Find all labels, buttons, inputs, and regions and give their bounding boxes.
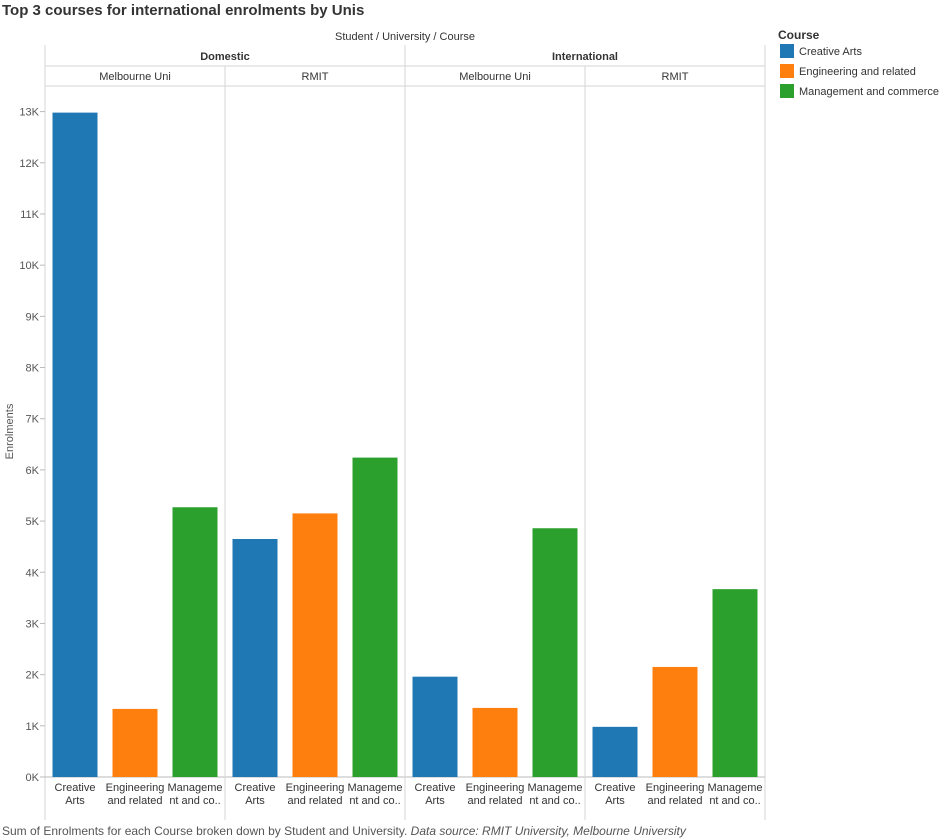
- y-tick-label: 9K: [26, 311, 40, 323]
- bar-international-melbourne-uni-1: [472, 707, 518, 777]
- y-tick-label: 11K: [20, 209, 39, 221]
- chart-canvas: Student / University / Course 0K 1K 2K 3K 4K 5…: [4, 28, 939, 820]
- y-tick-label: 2K: [26, 670, 40, 682]
- bar-domestic-rmit-0: [232, 538, 278, 777]
- student-header-domestic: Domestic: [200, 51, 250, 63]
- y-tick-label: 4K: [26, 567, 40, 579]
- bar-international-rmit-2: [712, 589, 758, 777]
- student-header-international: International: [552, 51, 618, 63]
- x-tick-label: Arts: [65, 795, 85, 807]
- y-tick-label: 6K: [26, 465, 40, 477]
- university-header: Melbourne Uni: [99, 71, 171, 83]
- x-tick-label: and related: [287, 795, 342, 807]
- bar-domestic-melbourne-uni-1: [112, 708, 158, 777]
- x-tick-label: Manageme: [347, 782, 402, 794]
- university-header: RMIT: [302, 71, 329, 83]
- x-tick-label: Manageme: [167, 782, 222, 794]
- x-tick-label: Engineering: [106, 782, 165, 794]
- y-tick-label: 7K: [26, 414, 40, 426]
- x-tick-label: Creative: [595, 782, 636, 794]
- x-tick-label: nt and co..: [349, 795, 400, 807]
- x-tick-label: Arts: [425, 795, 445, 807]
- x-tick-label: Arts: [605, 795, 625, 807]
- university-header: Melbourne Uni: [459, 71, 531, 83]
- chart-caption: Sum of Enrolments for each Course broken…: [2, 824, 686, 838]
- x-tick-label: and related: [647, 795, 702, 807]
- legend-title: Course: [778, 28, 820, 42]
- chart-title: Top 3 courses for international enrolmen…: [2, 2, 365, 19]
- x-tick-label: and related: [107, 795, 162, 807]
- caption-source: Data source: RMIT University, Melbourne …: [410, 824, 686, 838]
- x-tick-label: Creative: [415, 782, 456, 794]
- x-tick-label: Engineering: [646, 782, 705, 794]
- legend-swatch-2: [780, 84, 794, 98]
- x-tick-label: Manageme: [527, 782, 582, 794]
- bar-domestic-melbourne-uni-0: [52, 112, 98, 778]
- y-tick-label: 5K: [26, 516, 40, 528]
- y-tick-label: 0K: [26, 772, 40, 784]
- y-tick-label: 1K: [26, 721, 40, 733]
- legend-swatch-0: [780, 44, 794, 58]
- legend-item-label: Engineering and related: [799, 66, 916, 78]
- column-header: Student / University / Course: [335, 31, 475, 43]
- bar-international-rmit-1: [652, 666, 698, 777]
- y-axis-label: Enrolments: [4, 403, 16, 459]
- x-tick-label: nt and co..: [709, 795, 760, 807]
- x-tick-label: nt and co..: [169, 795, 220, 807]
- x-tick-label: Manageme: [707, 782, 762, 794]
- x-tick-label: Engineering: [466, 782, 525, 794]
- legend-item-label: Creative Arts: [799, 46, 862, 58]
- university-header: RMIT: [662, 71, 689, 83]
- bar-domestic-rmit-1: [292, 513, 338, 777]
- x-tick-label: nt and co..: [529, 795, 580, 807]
- x-tick-label: Arts: [245, 795, 265, 807]
- legend-item-label: Management and commerce: [799, 86, 939, 98]
- y-tick-label: 3K: [26, 618, 40, 630]
- y-tick-label: 13K: [19, 107, 39, 119]
- bar-international-melbourne-uni-2: [532, 528, 578, 777]
- bar-international-rmit-0: [592, 726, 638, 777]
- bar-domestic-rmit-2: [352, 457, 398, 777]
- x-tick-label: and related: [467, 795, 522, 807]
- y-tick-label: 12K: [19, 158, 39, 170]
- y-tick-label: 8K: [26, 363, 40, 375]
- x-tick-label: Creative: [55, 782, 96, 794]
- y-tick-label: 10K: [19, 260, 39, 272]
- bar-domestic-melbourne-uni-2: [172, 507, 218, 777]
- bar-international-melbourne-uni-0: [412, 676, 458, 777]
- legend-swatch-1: [780, 64, 794, 78]
- x-tick-label: Creative: [235, 782, 276, 794]
- caption-text: Sum of Enrolments for each Course broken…: [2, 824, 408, 838]
- x-tick-label: Engineering: [286, 782, 345, 794]
